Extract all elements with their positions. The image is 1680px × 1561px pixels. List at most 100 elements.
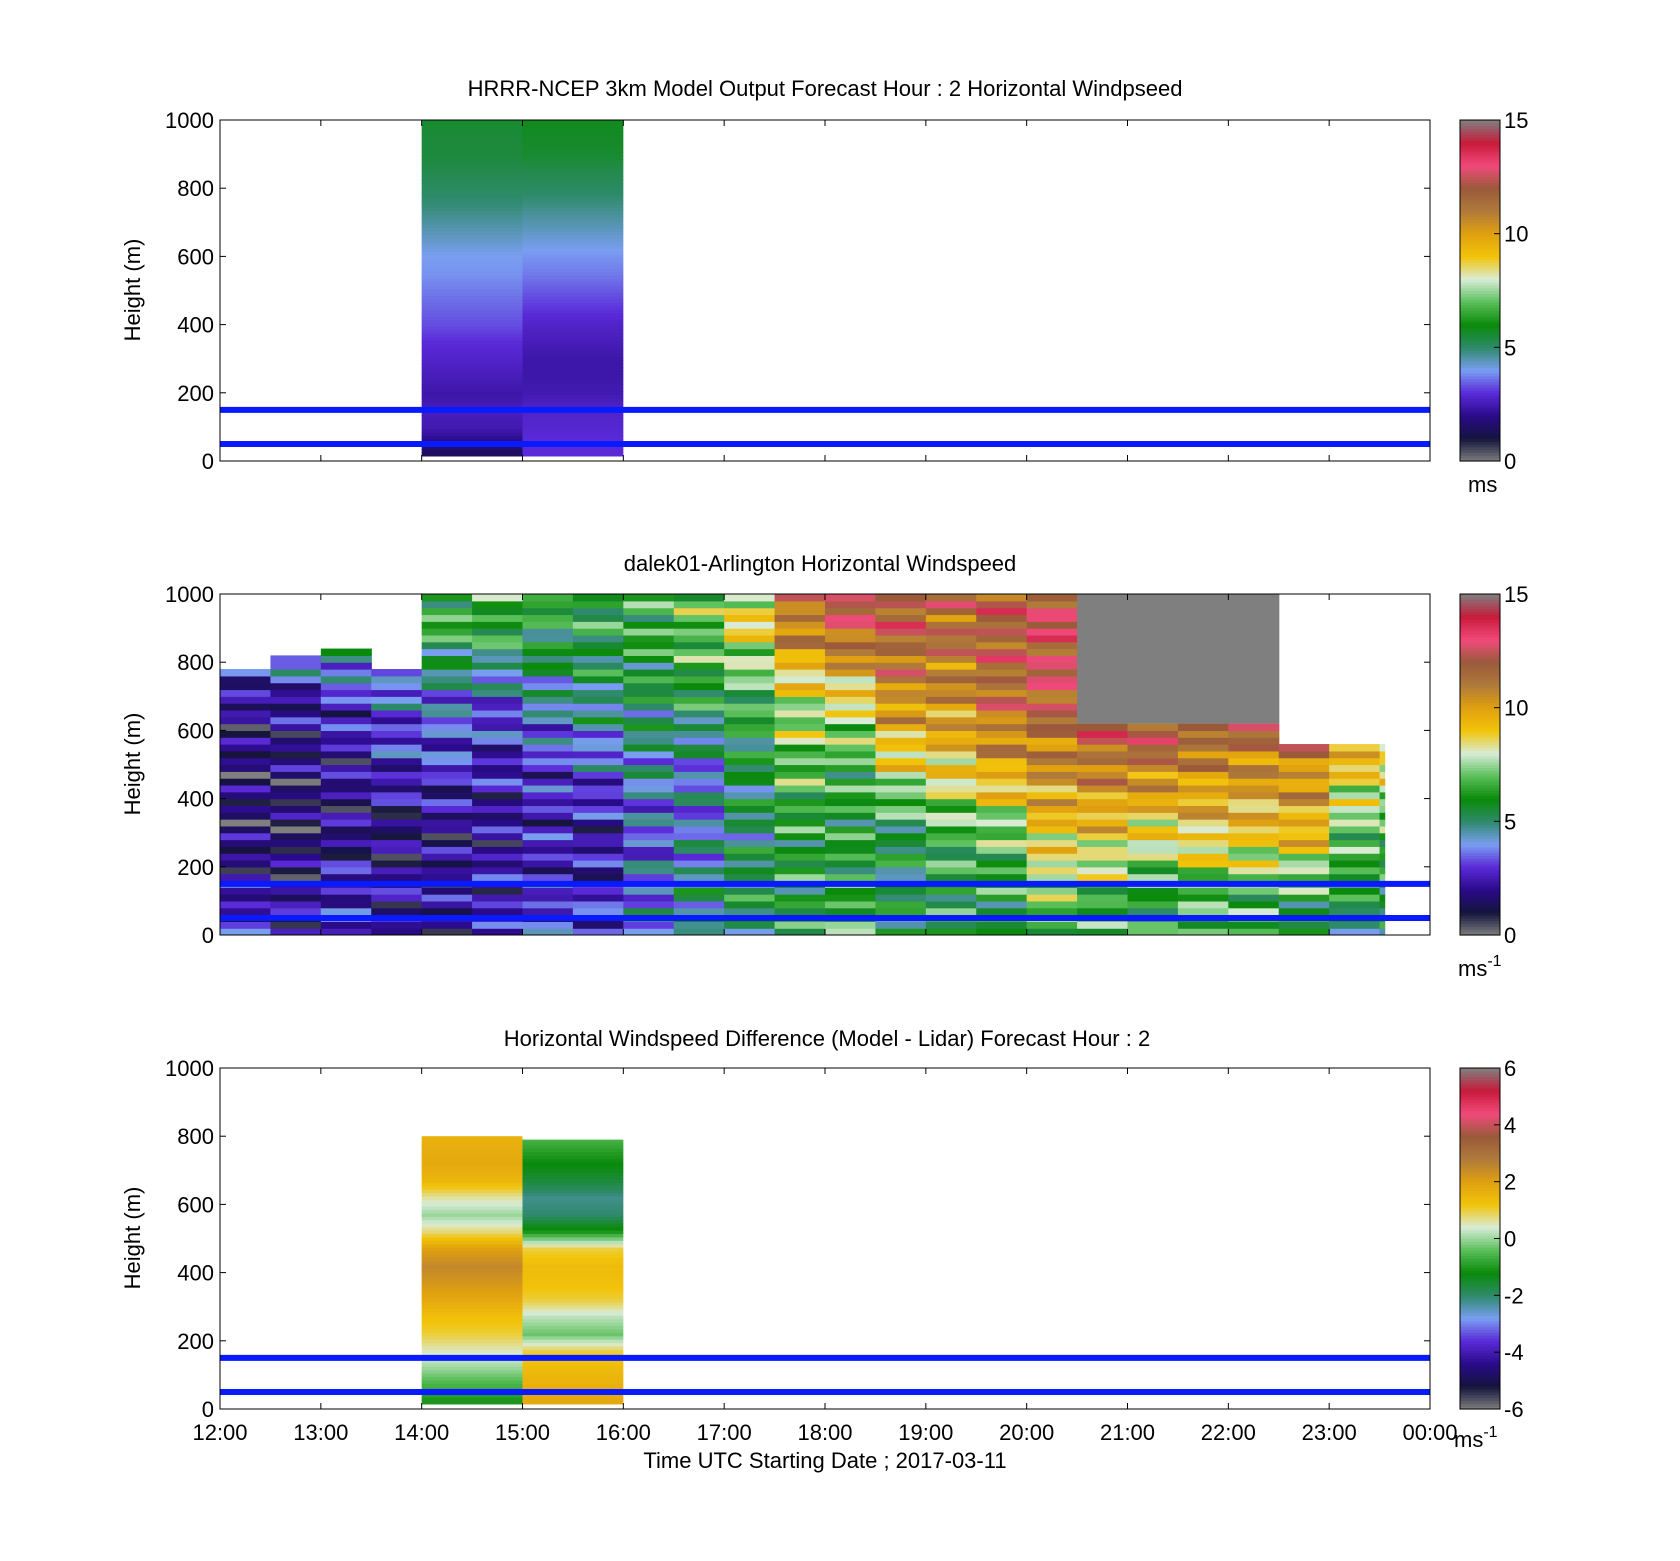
model-cell: [522, 401, 624, 406]
model-colorbar-segment: [1460, 426, 1500, 431]
lidar-cell: [875, 928, 927, 935]
lidar-cell: [976, 812, 1028, 820]
lidar-cell: [421, 921, 473, 929]
model-cell: [522, 193, 624, 198]
model-colorbar-segment: [1460, 321, 1500, 326]
lidar-cell: [623, 771, 675, 779]
model-colorbar-segment: [1460, 210, 1500, 215]
lidar-cell: [623, 723, 675, 731]
diff-colorbar-segment: [1460, 1346, 1500, 1350]
diff-cell: [421, 1247, 523, 1252]
model-cell: [522, 138, 624, 143]
lidar-cell: [976, 703, 1028, 711]
lidar-cell: [220, 853, 272, 861]
diff-cell: [522, 1223, 624, 1228]
model-cell: [522, 384, 624, 389]
lidar-cell: [1026, 791, 1078, 800]
model-cell: [421, 295, 523, 300]
diff-cell: [421, 1154, 523, 1159]
lidar-cell: [572, 696, 624, 704]
lidar-colorbar-segment: [1460, 605, 1500, 609]
lidar-x-ticks: [219, 594, 1431, 935]
diff-colorbar-segment: [1460, 1224, 1500, 1228]
lidar-cell: [1077, 757, 1129, 766]
model-cell: [522, 452, 624, 457]
lidar-cell: [371, 928, 423, 935]
lidar-cell: [875, 887, 927, 895]
diff-cell: [421, 1144, 523, 1149]
diff-cell: [421, 1226, 523, 1231]
diff-colorbar-segment: [1460, 1283, 1500, 1288]
lidar-cell: [1127, 730, 1179, 738]
lidar-cell: [371, 730, 423, 738]
lidar-cell: [371, 696, 423, 704]
model-cell: [522, 179, 624, 184]
lidar-cell: [320, 907, 372, 916]
model-cell: [522, 176, 624, 181]
lidar-cell: [572, 839, 624, 847]
lidar-colorbar-segment: [1460, 824, 1500, 828]
model-colorbar-segment: [1460, 222, 1500, 226]
lidar-cell: [623, 866, 675, 875]
lidar-cell: [875, 662, 927, 670]
lidar-colorbar-segment: [1460, 804, 1500, 808]
model-cell: [421, 360, 523, 365]
lidar-cell: [1278, 778, 1330, 786]
lidar-colorbar-segment: [1460, 645, 1500, 649]
diff-cell: [421, 1342, 523, 1347]
model-cell: [421, 411, 523, 416]
lidar-cell: [572, 750, 624, 759]
lidar-cell: [572, 600, 624, 609]
diff-colorbar-segment: [1460, 1121, 1500, 1126]
panel-lidar-title: dalek01-Arlington Horizontal Windspeed: [624, 551, 1017, 576]
lidar-cell: [875, 703, 927, 711]
lidar-cell: [1379, 907, 1386, 916]
lidar-cell: [1278, 887, 1330, 895]
lidar-cell: [572, 784, 624, 793]
lidar-cell: [472, 621, 524, 629]
lidar-cell: [673, 805, 725, 813]
lidar-cell: [572, 621, 624, 629]
lidar-cell: [825, 703, 877, 711]
lidar-cell: [1329, 798, 1381, 807]
lidar-colorbar-segment: [1460, 599, 1500, 604]
lidar-cell: [673, 744, 725, 752]
lidar-cell: [673, 669, 725, 677]
model-y-tick-label: 0: [202, 449, 214, 474]
diff-cell: [522, 1240, 624, 1245]
diff-colorbar-segment: [1460, 1070, 1500, 1075]
diff-colorbar-segment: [1460, 1343, 1500, 1348]
lidar-cell: [421, 791, 473, 800]
lidar-cell: [472, 859, 524, 868]
lidar-cell: [1228, 907, 1280, 916]
lidar-cell: [522, 832, 574, 841]
model-cell: [421, 428, 523, 433]
lidar-cell: [825, 675, 877, 684]
lidar-cell: [220, 771, 272, 779]
model-y-tick-label: 800: [177, 176, 214, 201]
lidar-colorbar-segment: [1460, 852, 1500, 857]
diff-colorbar-tick-label: 4: [1504, 1113, 1516, 1138]
lidar-cell: [1127, 866, 1179, 875]
model-cell: [522, 322, 624, 327]
lidar-cell: [724, 819, 776, 827]
lidar-cell: [976, 778, 1028, 786]
lidar-cell: [825, 907, 877, 916]
model-colorbar-tick-label: 0: [1504, 449, 1516, 474]
lidar-cell: [724, 744, 776, 752]
diff-cell: [522, 1325, 624, 1330]
diff-colorbar-segment: [1460, 1170, 1500, 1174]
lidar-cell: [270, 784, 322, 793]
lidar-colorbar-segment: [1460, 716, 1500, 720]
diff-colorbar-segment: [1460, 1127, 1500, 1132]
model-cell: [421, 258, 523, 263]
lidar-colorbar-segment: [1460, 647, 1500, 652]
diff-cell: [522, 1328, 624, 1333]
lidar-cell: [472, 825, 524, 834]
model-colorbar-segment: [1460, 338, 1500, 343]
lidar-colorbar-segment: [1460, 846, 1500, 851]
lidar-cell: [572, 689, 624, 697]
diff-cell: [421, 1229, 523, 1234]
lidar-cell: [976, 737, 1028, 745]
lidar-colorbar-segment: [1460, 835, 1500, 839]
